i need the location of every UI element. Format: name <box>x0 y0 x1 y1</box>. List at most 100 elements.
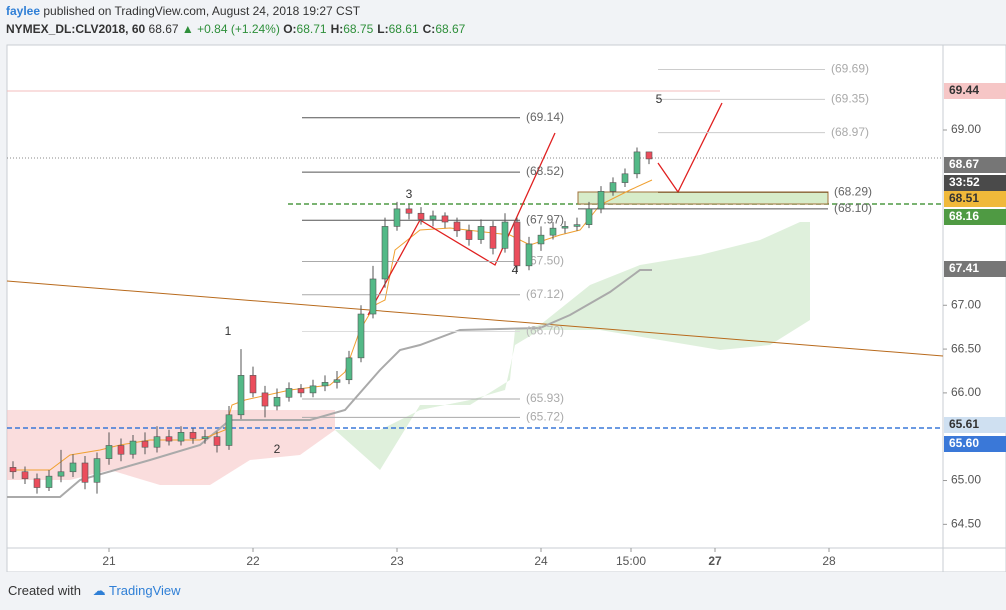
candle-body <box>417 212 425 220</box>
candle-body <box>393 208 401 227</box>
candle-body <box>201 436 209 439</box>
candle-body <box>93 458 101 483</box>
ohlc-key: H: <box>330 22 344 36</box>
y-tick-label: 66.00 <box>951 385 981 399</box>
ohlc-key: O: <box>283 22 297 36</box>
candle-body <box>645 151 653 160</box>
brand[interactable]: ☁ TradingView <box>92 583 181 598</box>
price-tag-label: 65.60 <box>949 436 979 450</box>
candle-body <box>213 436 221 446</box>
candle-body <box>309 385 317 394</box>
ohlc-value: 68.61 <box>388 22 419 36</box>
x-tick-label: 27 <box>708 554 722 568</box>
candle-body <box>33 478 41 488</box>
candle-body <box>405 208 413 214</box>
fib-label: (69.35) <box>831 92 869 106</box>
candle-body <box>9 467 17 473</box>
y-tick-label: 69.00 <box>951 122 981 136</box>
candle-body <box>333 379 341 383</box>
candle-body <box>45 475 53 488</box>
price-tag-label: 33:52 <box>949 175 980 189</box>
price-tag <box>944 417 1006 433</box>
ohlc-value: 68.75 <box>343 22 374 36</box>
candle-body <box>153 436 161 448</box>
price-tag <box>944 175 1006 191</box>
candle-body <box>513 221 521 267</box>
candle-body <box>177 432 185 442</box>
brand-text[interactable]: TradingView <box>109 583 181 598</box>
candle-body <box>141 440 149 448</box>
wave-path <box>367 132 556 316</box>
candle-body <box>597 191 605 210</box>
price-tag <box>944 436 1006 452</box>
change: +0.84 (+1.24%) <box>197 22 280 36</box>
user[interactable]: faylee <box>6 4 41 18</box>
candle-body <box>573 224 581 227</box>
candle-body <box>21 471 29 480</box>
candle-body <box>525 243 533 267</box>
candle-body <box>561 226 569 229</box>
arrow: ▲ <box>181 22 194 36</box>
trend-line <box>6 280 944 357</box>
candle-body <box>369 278 377 315</box>
published: published on TradingView.com, August 24,… <box>43 4 361 18</box>
x-tick-label: 28 <box>822 554 836 568</box>
price-tag <box>944 191 1006 207</box>
ohlc-key: C: <box>422 22 436 36</box>
price-tag-label: 65.61 <box>949 417 979 431</box>
candle-body <box>585 208 593 225</box>
candle-body <box>105 445 113 459</box>
lagging-line <box>7 269 652 498</box>
x-tick-label: 22 <box>246 554 260 568</box>
candle-body <box>633 151 641 175</box>
y-tick-label: 64.50 <box>951 517 981 531</box>
candle-body <box>537 234 545 245</box>
created: Created with <box>8 583 81 598</box>
target-box <box>577 191 829 205</box>
candle-body <box>225 414 233 446</box>
fib-label: (65.93) <box>526 391 564 405</box>
price-tag <box>944 209 1006 225</box>
y-tick-label: 67.00 <box>951 297 981 311</box>
candle-body <box>429 215 437 220</box>
candle-body <box>549 227 557 236</box>
price-tag <box>944 157 1006 173</box>
price-tag-label: 69.44 <box>949 83 979 97</box>
price-tag <box>944 83 1006 99</box>
candle-body <box>477 226 485 240</box>
x-tick-label: 23 <box>390 554 404 568</box>
ohlc: O:68.71 H:68.75 L:68.61 C:68.67 <box>283 22 469 36</box>
ohlc-key: L: <box>377 22 389 36</box>
candle-body <box>285 388 293 398</box>
fib-label: (65.72) <box>526 410 564 424</box>
candle-body <box>501 221 509 249</box>
cloud-bull <box>335 222 810 470</box>
fib-label: (69.14) <box>526 110 564 124</box>
candle-body <box>297 388 305 394</box>
fib-label: (68.52) <box>526 164 564 178</box>
price-tag-label: 68.51 <box>949 191 979 205</box>
footer: Created with ☁ TradingView <box>8 583 181 599</box>
wave-label: 1 <box>225 324 232 338</box>
symbol-line: NYMEX_DL:CLV2018, 60 68.67 ▲ +0.84 (+1.2… <box>6 22 469 36</box>
candle-body <box>237 375 245 416</box>
candle-body <box>81 462 89 483</box>
candle-body <box>273 396 281 407</box>
wave-label: 4 <box>512 263 519 277</box>
wave-label: 3 <box>406 187 413 201</box>
publish-line: faylee published on TradingView.com, Aug… <box>6 4 360 18</box>
fib-label: (69.69) <box>831 62 869 76</box>
fib-label: (68.97) <box>831 125 869 139</box>
x-tick-label: 24 <box>534 554 548 568</box>
candle-body <box>441 215 449 223</box>
x-tick-label: 21 <box>102 554 116 568</box>
candle-body <box>609 182 617 192</box>
candle-body <box>165 436 173 442</box>
candle-body <box>465 230 473 240</box>
candle-body <box>249 375 257 394</box>
fib-label: (67.50) <box>526 254 564 268</box>
fib-label: (66.70) <box>526 324 564 338</box>
candle-body <box>357 313 365 359</box>
price-tag <box>944 261 1006 277</box>
